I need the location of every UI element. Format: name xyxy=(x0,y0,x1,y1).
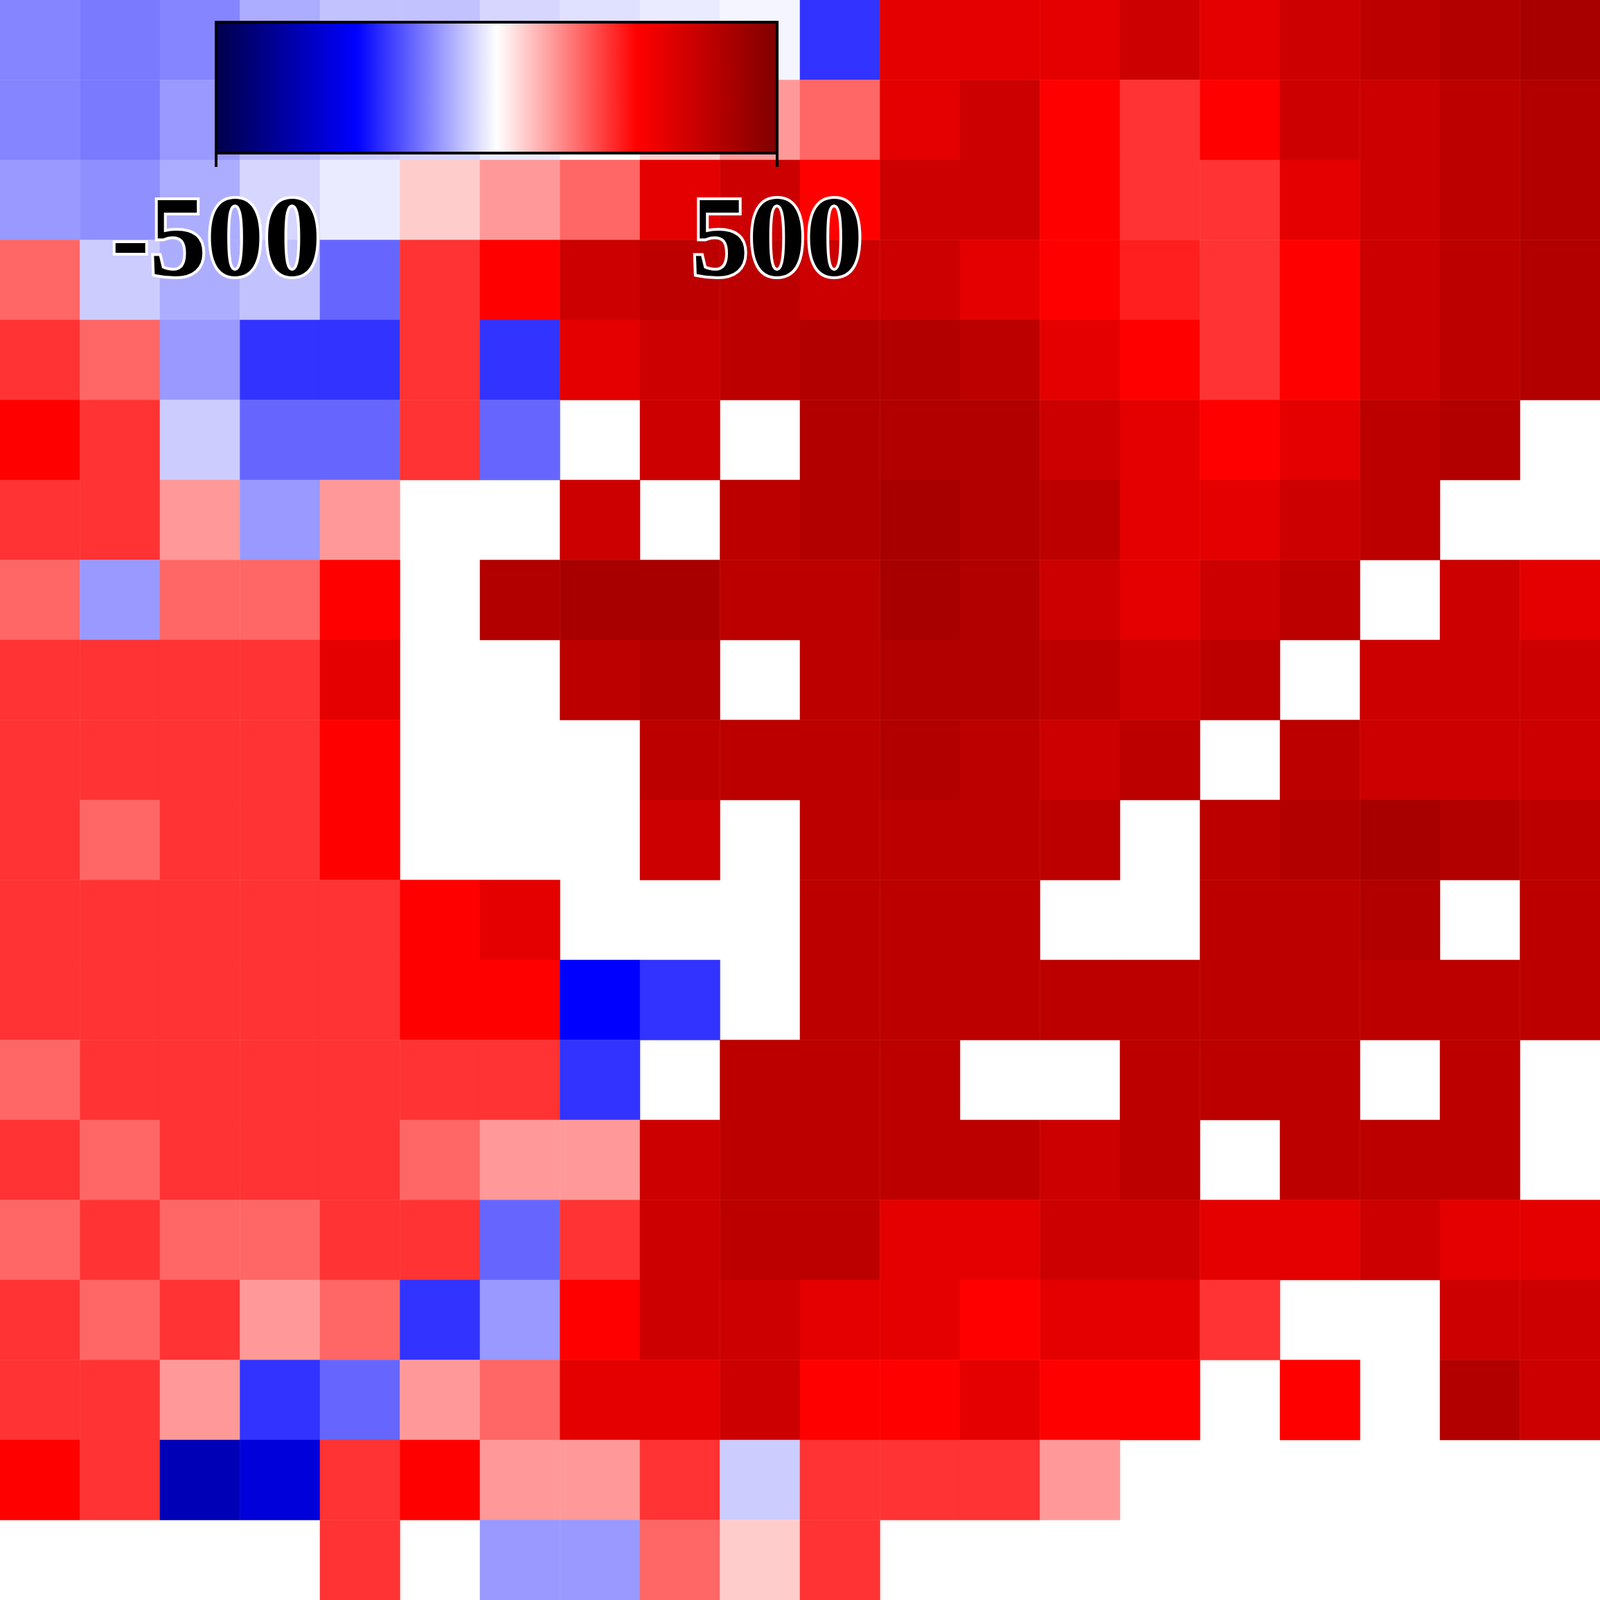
svg-text:-500: -500 xyxy=(111,173,321,300)
svg-text:500: 500 xyxy=(691,173,864,300)
